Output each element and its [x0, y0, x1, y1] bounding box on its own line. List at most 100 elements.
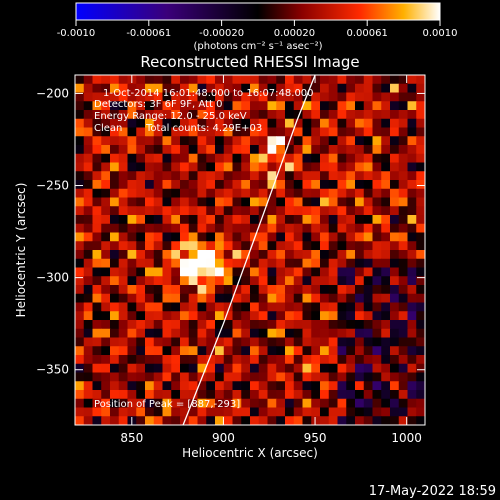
heatmap-cell — [118, 337, 128, 347]
heatmap-cell — [407, 145, 417, 155]
heatmap-cell — [171, 215, 181, 225]
heatmap-cell — [398, 372, 408, 382]
heatmap-cell — [328, 206, 338, 216]
heatmap-cell — [390, 267, 400, 277]
heatmap-cell — [162, 267, 172, 277]
heatmap-cell — [320, 127, 330, 137]
heatmap-cell — [398, 232, 408, 242]
heatmap-cell — [285, 258, 295, 268]
heatmap-cell — [180, 232, 190, 242]
heatmap-cell — [145, 320, 155, 330]
heatmap-cell — [188, 267, 198, 277]
heatmap-cell — [136, 267, 146, 277]
heatmap-cell — [118, 320, 128, 330]
heatmap-cell — [241, 83, 251, 93]
heatmap-cell — [188, 258, 198, 268]
heatmap-cell — [285, 311, 295, 321]
heatmap-cell — [241, 328, 251, 338]
heatmap-cell — [250, 293, 260, 303]
heatmap-cell — [302, 381, 312, 391]
heatmap-cell — [118, 215, 128, 225]
heatmap-cell — [416, 215, 425, 225]
heatmap-cell — [293, 241, 303, 251]
heatmap-cell — [276, 258, 286, 268]
heatmap-cell — [346, 355, 356, 365]
heatmap-cell — [311, 390, 321, 400]
heatmap-cell — [197, 407, 207, 417]
heatmap-cell — [398, 398, 408, 408]
heatmap-cell — [110, 320, 120, 330]
heatmap-cell — [311, 145, 321, 155]
heatmap-cell — [302, 223, 312, 233]
heatmap-cell — [355, 302, 365, 312]
heatmap-cell — [372, 180, 382, 190]
y-tick-label: −350 — [36, 363, 69, 377]
heatmap-cell — [153, 258, 163, 268]
heatmap-cell — [171, 320, 181, 330]
heatmap-cell — [110, 381, 120, 391]
heatmap-cell — [92, 381, 102, 391]
heatmap-cell — [118, 398, 128, 408]
heatmap-cell — [285, 92, 295, 102]
heatmap-cell — [407, 118, 417, 128]
heatmap-cell — [258, 83, 268, 93]
heatmap-cell — [258, 75, 268, 85]
heatmap-cell — [223, 101, 233, 111]
heatmap-cell — [162, 180, 172, 190]
heatmap-cell — [407, 285, 417, 295]
heatmap-cell — [372, 381, 382, 391]
heatmap-cell — [75, 83, 85, 93]
heatmap-cell — [162, 206, 172, 216]
heatmap-cell — [337, 223, 347, 233]
heatmap-cell — [276, 101, 286, 111]
heatmap-cell — [320, 188, 330, 198]
heatmap-cell — [320, 267, 330, 277]
heatmap-cell — [398, 180, 408, 190]
heatmap-cell — [118, 372, 128, 382]
heatmap-cell — [136, 250, 146, 260]
heatmap-cell — [346, 136, 356, 146]
heatmap-cell — [276, 398, 286, 408]
heatmap-cell — [153, 197, 163, 207]
heatmap-cell — [390, 206, 400, 216]
heatmap-cell — [267, 188, 277, 198]
heatmap-cell — [75, 127, 85, 137]
heatmap-cell — [153, 136, 163, 146]
heatmap-cell — [328, 320, 338, 330]
heatmap-cell — [320, 398, 330, 408]
heatmap-cell — [381, 206, 391, 216]
heatmap-cell — [302, 372, 312, 382]
heatmap-cell — [302, 276, 312, 286]
heatmap-cell — [337, 372, 347, 382]
heatmap-cell — [320, 285, 330, 295]
heatmap-cell — [232, 171, 242, 181]
heatmap-cell — [127, 276, 137, 286]
heatmap-cell — [381, 188, 391, 198]
heatmap-cell — [127, 127, 137, 137]
heatmap-cell — [75, 355, 85, 365]
heatmap-cell — [293, 346, 303, 356]
heatmap-cell — [302, 118, 312, 128]
heatmap-cell — [215, 320, 225, 330]
heatmap-cell — [215, 250, 225, 260]
heatmap-cell — [276, 206, 286, 216]
heatmap-cell — [355, 110, 365, 120]
heatmap-cell — [153, 285, 163, 295]
heatmap-cell — [407, 293, 417, 303]
heatmap-cell — [215, 171, 225, 181]
heatmap-cell — [258, 145, 268, 155]
heatmap-cell — [136, 118, 146, 128]
heatmap-cell — [215, 337, 225, 347]
heatmap-cell — [92, 258, 102, 268]
heatmap-cell — [110, 355, 120, 365]
heatmap-cell — [110, 241, 120, 251]
colorbar-tick-label: -0.00061 — [126, 28, 171, 39]
heatmap-cell — [101, 328, 111, 338]
heatmap-cell — [258, 398, 268, 408]
heatmap-cell — [355, 285, 365, 295]
heatmap-cell — [180, 302, 190, 312]
heatmap-cell — [320, 145, 330, 155]
heatmap-cell — [398, 285, 408, 295]
heatmap-cell — [241, 215, 251, 225]
heatmap-cell — [398, 416, 408, 425]
